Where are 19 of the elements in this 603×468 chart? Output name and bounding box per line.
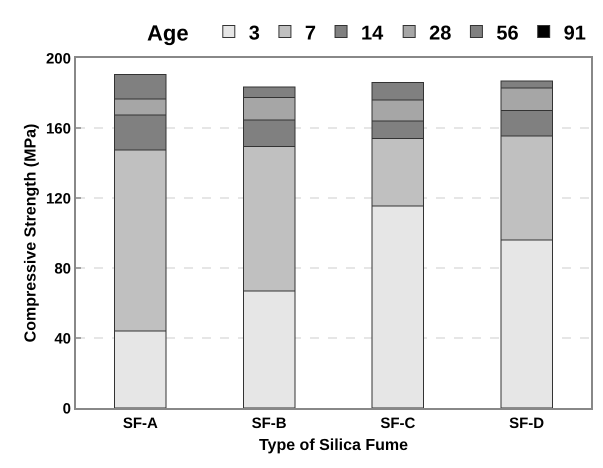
y-tick-label: 120 <box>46 190 71 208</box>
legend-label: 56 <box>496 22 519 44</box>
legend-label: 28 <box>429 22 452 44</box>
x-tick-label: SF-B <box>252 415 287 432</box>
x-tick-label: SF-D <box>509 415 544 432</box>
y-tick-label: 40 <box>54 330 71 348</box>
x-axis-title: Type of Silica Fume <box>258 437 408 454</box>
x-tick-label: SF-C <box>380 415 416 432</box>
x-tick-label: SF-A <box>122 415 158 432</box>
legend-label: 3 <box>248 22 260 44</box>
legend-title: Age <box>147 20 189 46</box>
legend-label: 7 <box>304 22 316 44</box>
y-tick-label: 160 <box>46 120 71 138</box>
y-tick-label: 80 <box>54 260 71 278</box>
y-tick-label: 200 <box>46 50 71 68</box>
y-tick-label: 0 <box>62 400 71 418</box>
legend-label: 91 <box>564 22 586 44</box>
legend-label: 14 <box>361 22 384 44</box>
y-axis-title: Compressive Strength (MPa) <box>22 124 40 342</box>
